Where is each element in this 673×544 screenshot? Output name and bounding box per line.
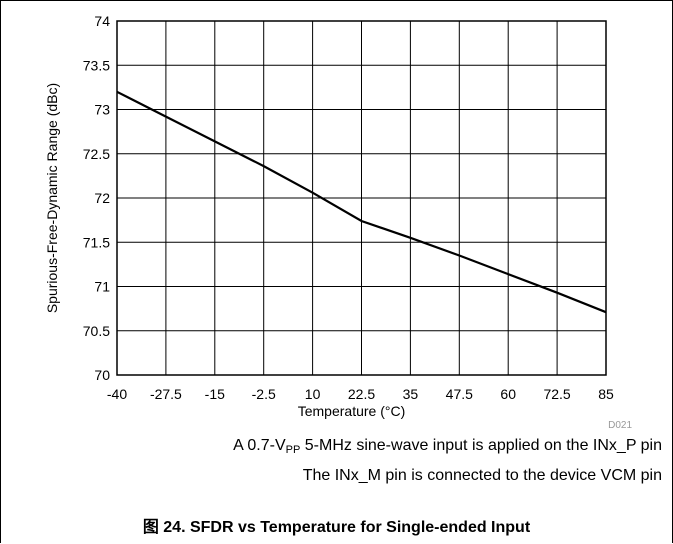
x-tick-label: -15 (205, 386, 225, 402)
note1-suffix: 5-MHz sine-wave input is applied on the … (300, 437, 662, 454)
sfdr-series-line (116, 90, 607, 314)
y-tick-label: 73.5 (83, 57, 110, 73)
figure-id: D021 (608, 420, 632, 430)
grid-lines (116, 20, 607, 376)
y-tick-label: 70.5 (83, 323, 110, 339)
figure-caption: 图 24. SFDR vs Temperature for Single-end… (142, 519, 531, 536)
note1-prefix: A 0.7-V (233, 437, 286, 454)
y-tick-label: 70 (94, 367, 110, 383)
test-condition-note-2: The INx_M pin is connected to the device… (302, 467, 662, 484)
x-tick-label: 47.5 (446, 386, 473, 402)
x-tick-label: -2.5 (252, 386, 276, 402)
y-tick-label: 71.5 (83, 234, 110, 250)
y-tick-label: 73 (94, 102, 110, 118)
test-condition-note-1: A 0.7-VPP 5-MHz sine-wave input is appli… (233, 437, 662, 456)
sfdr-chart: 70 70.5 71 71.5 72 72.5 73 73.5 74 -40 -27.5 -15 -2… (44, 13, 632, 430)
x-tick-label: 85 (598, 386, 614, 402)
x-tick-label: -40 (107, 386, 127, 402)
plot-area (116, 20, 607, 376)
x-tick-label: -27.5 (150, 386, 182, 402)
x-axis-title: Temperature (°C) (298, 403, 406, 419)
x-tick-label: 72.5 (543, 386, 570, 402)
note1-subscript: PP (285, 444, 301, 456)
x-tick-label: 60 (500, 386, 516, 402)
y-tick-label: 74 (94, 13, 110, 29)
y-tick-label: 71 (94, 279, 110, 295)
x-tick-label: 10 (305, 386, 321, 402)
x-tick-labels: -40 -27.5 -15 -2.5 10 22.5 35 47.5 60 72.5 85 (107, 386, 614, 402)
y-tick-label: 72.5 (83, 146, 110, 162)
x-tick-label: 35 (403, 386, 419, 402)
y-axis-title: Spurious-Free-Dynamic Range (dBc) (44, 83, 60, 313)
x-tick-label: 22.5 (348, 386, 375, 402)
y-tick-label: 72 (94, 190, 110, 206)
y-tick-labels: 70 70.5 71 71.5 72 72.5 73 73.5 74 (83, 13, 110, 383)
